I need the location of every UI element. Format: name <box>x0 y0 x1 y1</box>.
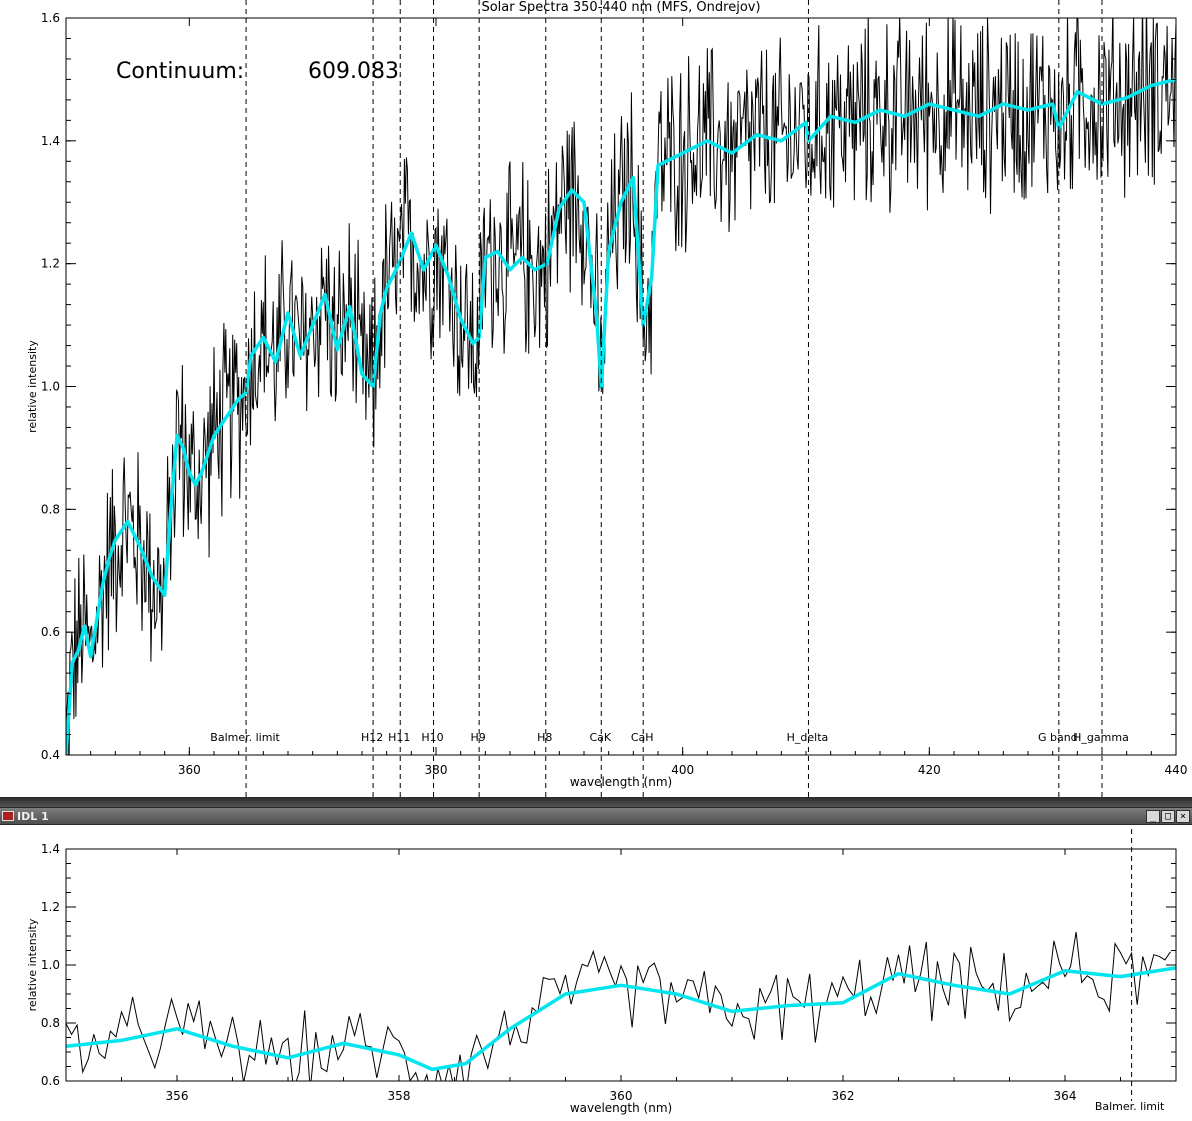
y-tick-label-1-1: 0.8 <box>41 1016 60 1030</box>
marker-label-4: H9 <box>471 731 486 744</box>
marker-label-9: G band <box>1038 731 1078 744</box>
y-tick-label-1-0: 0.6 <box>41 1074 60 1088</box>
x-tick-label-1-0: 356 <box>166 1089 189 1103</box>
y-tick-label-1-3: 1.2 <box>41 900 60 914</box>
y-tick-label-0-4: 1.2 <box>41 257 60 271</box>
x-axis-label-0: wavelength (nm) <box>570 775 672 789</box>
marker-label-8: H_delta <box>787 731 829 744</box>
marker-label-1: H12 <box>361 731 383 744</box>
y-tick-label-0-0: 0.4 <box>41 748 60 762</box>
x-tick-label-1-2: 360 <box>610 1089 633 1103</box>
maximize-button[interactable]: □ <box>1161 810 1175 823</box>
idl-window-titlebar[interactable]: IDL 1 _ □ × <box>0 807 1192 825</box>
x-tick-label-0-3: 420 <box>918 763 941 777</box>
y-tick-label-1-2: 1.0 <box>41 958 60 972</box>
continuum-label: Continuum: <box>116 59 244 84</box>
continuum-value: 609.083 <box>308 59 399 84</box>
x-tick-label-1-4: 364 <box>1054 1089 1077 1103</box>
marker-label-0: Balmer. limit <box>210 731 280 744</box>
marker-label-2: H11 <box>388 731 410 744</box>
marker-label-7: CaH <box>631 731 654 744</box>
y-axis-label-0: relative intensity <box>26 340 39 433</box>
raw-spectrum-line-0 <box>66 18 1176 755</box>
x-tick-label-1-3: 362 <box>832 1089 855 1103</box>
x-tick-label-0-4: 440 <box>1165 763 1188 777</box>
minimize-button[interactable]: _ <box>1146 810 1160 823</box>
raw-spectrum-line-1 <box>66 931 1171 1081</box>
x-tick-label-1-1: 358 <box>388 1089 411 1103</box>
x-axis-label-1: wavelength (nm) <box>570 1101 672 1115</box>
smooth-spectrum-line-1 <box>66 966 1176 1072</box>
y-tick-label-0-5: 1.4 <box>41 134 60 148</box>
idl-window-icon <box>2 811 14 821</box>
marker-label-5: H8 <box>537 731 552 744</box>
chart-title: Solar Spectra 350-440 nm (MFS, Ondrejov) <box>481 0 760 15</box>
y-tick-label-1-4: 1.4 <box>41 842 60 856</box>
x-tick-label-0-2: 400 <box>671 763 694 777</box>
close-button[interactable]: × <box>1176 810 1190 823</box>
smooth-spectrum-line-0 <box>66 77 1176 755</box>
y-tick-label-0-3: 1.0 <box>41 380 60 394</box>
marker-label-10: H_gamma <box>1073 731 1129 744</box>
idl-window-title: IDL 1 <box>17 810 49 823</box>
marker-label-6: CaK <box>589 731 611 744</box>
x-tick-label-0-1: 380 <box>425 763 448 777</box>
marker-label-bottom-0: Balmer. limit <box>1095 1100 1165 1113</box>
y-axis-label-1: relative intensity <box>26 918 39 1011</box>
y-tick-label-0-2: 0.8 <box>41 502 60 516</box>
y-tick-label-0-1: 0.6 <box>41 625 60 639</box>
y-tick-label-0-6: 1.6 <box>41 11 60 25</box>
marker-label-3: H10 <box>421 731 443 744</box>
window-separator <box>0 797 1192 807</box>
x-tick-label-0-0: 360 <box>178 763 201 777</box>
